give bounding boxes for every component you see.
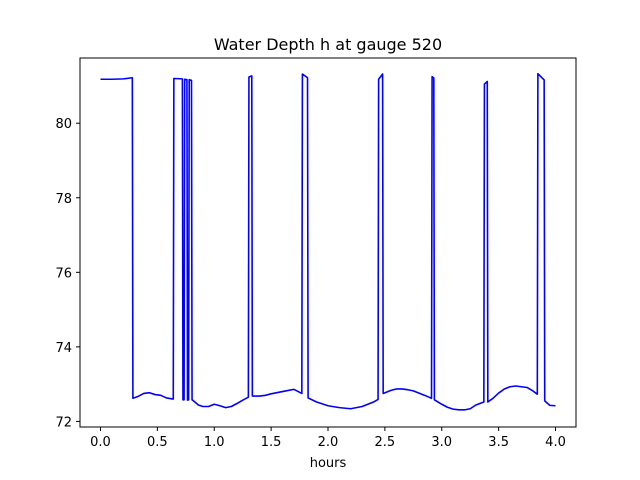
x-tick-label: 1.0 <box>204 435 225 450</box>
x-tick-label: 0.0 <box>90 435 111 450</box>
x-tick-label: 2.0 <box>318 435 339 450</box>
series-line-0 <box>100 72 556 411</box>
plot-frame <box>79 57 577 428</box>
y-tick-label: 72 <box>55 415 72 430</box>
y-tick-label: 76 <box>55 266 72 281</box>
x-tick-label: 2.5 <box>375 435 396 450</box>
y-tick-label: 74 <box>55 341 72 356</box>
x-tick-label: 3.0 <box>431 435 452 450</box>
y-tick-label: 80 <box>55 117 72 132</box>
x-tick-label: 3.5 <box>488 435 509 450</box>
x-tick-label: 1.5 <box>261 435 282 450</box>
x-tick-label: 4.0 <box>545 435 566 450</box>
y-tick-label: 78 <box>55 192 72 207</box>
y-axis-ticks: 72 74 76 78 80 <box>55 117 80 430</box>
x-tick-label: 0.5 <box>147 435 168 450</box>
chart-title: Water Depth h at gauge 520 <box>214 35 442 54</box>
x-axis-label: hours <box>310 456 347 471</box>
series-line-group <box>100 72 556 411</box>
x-axis-ticks: 0.0 0.5 1.0 1.5 2.0 2.5 3.0 3.5 4.0 <box>90 427 566 450</box>
